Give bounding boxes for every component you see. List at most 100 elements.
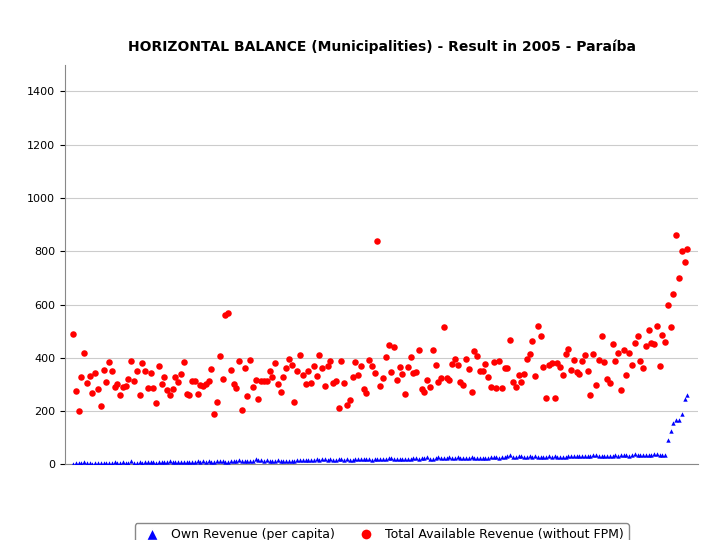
- Point: [568, 452, 580, 461]
- Point: [314, 350, 325, 359]
- Point: [217, 374, 228, 383]
- Point: [538, 453, 549, 461]
- Point: [128, 458, 140, 467]
- Point: [230, 383, 242, 392]
- Point: [95, 401, 107, 410]
- Point: [643, 451, 654, 460]
- Point: [552, 453, 563, 461]
- Point: [122, 458, 134, 467]
- Point: [565, 366, 577, 375]
- Point: [474, 454, 485, 462]
- Point: [109, 382, 120, 391]
- Point: [175, 369, 186, 378]
- Point: [336, 455, 347, 464]
- Point: [256, 376, 267, 385]
- Point: [667, 418, 679, 427]
- Point: [383, 341, 395, 349]
- Point: [311, 372, 323, 380]
- Point: [449, 355, 461, 364]
- Point: [380, 353, 392, 361]
- Point: [358, 385, 369, 394]
- Point: [649, 449, 660, 458]
- Point: [139, 458, 150, 467]
- Point: [70, 458, 81, 467]
- Point: [610, 450, 621, 459]
- Point: [388, 455, 400, 463]
- Point: [626, 451, 638, 460]
- Point: [607, 451, 618, 460]
- Point: [543, 361, 554, 370]
- Point: [521, 355, 533, 363]
- Point: [472, 454, 483, 462]
- Point: [244, 355, 256, 364]
- Point: [305, 379, 317, 387]
- Point: [233, 356, 245, 365]
- Point: [502, 364, 513, 373]
- Point: [150, 399, 162, 408]
- Point: [651, 321, 662, 330]
- Point: [516, 451, 527, 460]
- Point: [305, 456, 317, 464]
- Point: [427, 454, 438, 463]
- Point: [662, 435, 674, 444]
- Point: [84, 372, 96, 381]
- Point: [613, 451, 624, 460]
- Point: [526, 336, 538, 345]
- Point: [244, 456, 256, 465]
- Point: [541, 453, 552, 461]
- Point: [374, 382, 386, 390]
- Point: [643, 326, 654, 334]
- Point: [488, 453, 500, 462]
- Point: [460, 355, 472, 364]
- Point: [239, 364, 251, 373]
- Point: [593, 452, 605, 461]
- Point: [618, 451, 629, 460]
- Point: [145, 458, 156, 467]
- Point: [192, 457, 203, 465]
- Point: [189, 377, 201, 386]
- Point: [194, 381, 206, 389]
- Point: [145, 368, 156, 377]
- Point: [673, 274, 685, 282]
- Point: [103, 357, 114, 366]
- Point: [631, 332, 643, 340]
- Point: [518, 370, 530, 379]
- Point: [546, 453, 557, 461]
- Point: [225, 457, 237, 465]
- Point: [134, 457, 145, 466]
- Point: [101, 459, 112, 468]
- Point: [158, 458, 170, 467]
- Point: [582, 452, 593, 461]
- Point: [358, 455, 369, 463]
- Point: [496, 453, 508, 462]
- Point: [361, 454, 372, 463]
- Point: [624, 451, 635, 460]
- Point: [526, 453, 538, 461]
- Point: [577, 357, 588, 366]
- Point: [139, 367, 150, 375]
- Point: [397, 455, 408, 463]
- Point: [181, 458, 192, 467]
- Point: [167, 457, 179, 466]
- Point: [233, 456, 245, 464]
- Point: [444, 376, 455, 384]
- Point: [153, 458, 165, 467]
- Point: [161, 386, 173, 394]
- Point: [532, 453, 544, 462]
- Point: [377, 455, 389, 463]
- Point: [430, 361, 441, 369]
- Point: [158, 372, 170, 381]
- Point: [374, 455, 386, 464]
- Point: [598, 357, 610, 366]
- Point: [679, 258, 690, 266]
- Point: [598, 452, 610, 461]
- Point: [120, 459, 132, 468]
- Point: [86, 459, 98, 468]
- Point: [424, 383, 436, 392]
- Point: [493, 453, 505, 462]
- Point: [189, 457, 201, 466]
- Point: [463, 364, 474, 373]
- Point: [646, 451, 657, 460]
- Point: [236, 406, 248, 415]
- Point: [568, 355, 580, 364]
